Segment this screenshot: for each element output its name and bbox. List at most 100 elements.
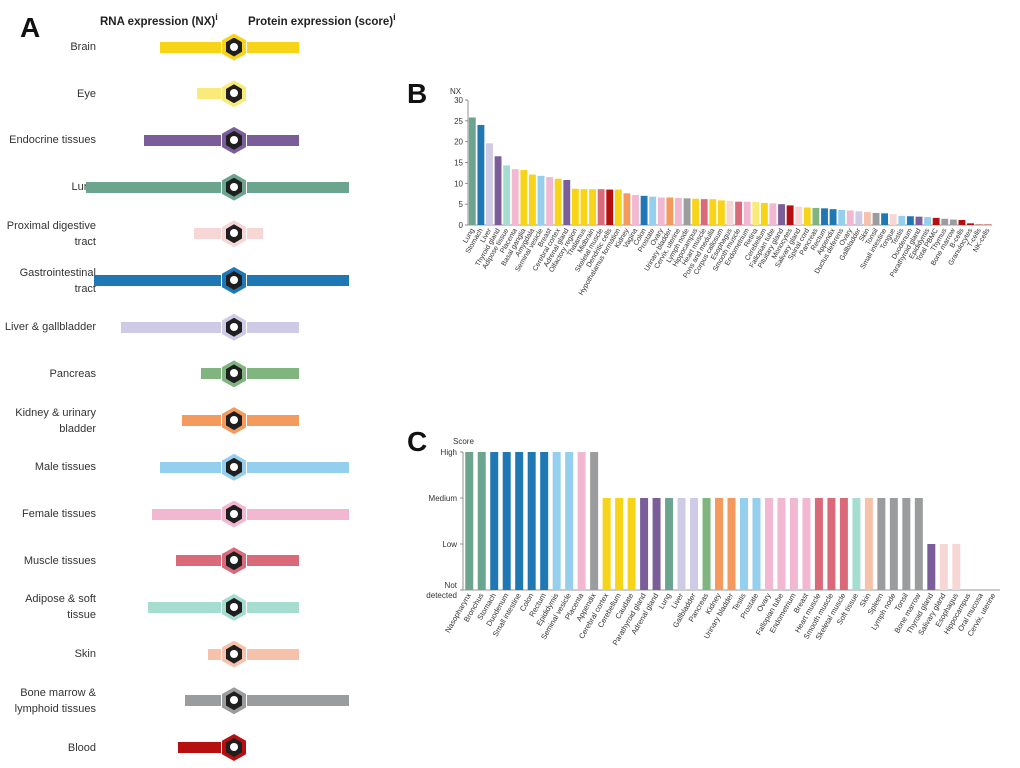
nx-bar[interactable]	[958, 220, 966, 225]
score-bar[interactable]	[827, 498, 836, 590]
score-bar[interactable]	[527, 452, 536, 590]
score-bar[interactable]	[565, 452, 574, 590]
nx-bar[interactable]	[769, 203, 777, 225]
nx-bar[interactable]	[829, 209, 837, 225]
info-icon[interactable]: i	[393, 12, 396, 22]
nx-bar[interactable]	[520, 170, 528, 225]
nx-bar[interactable]	[614, 189, 622, 225]
rna-expression-bar[interactable]	[94, 275, 221, 286]
rna-expression-bar[interactable]	[121, 321, 221, 333]
tissue-group-icon[interactable]	[222, 80, 246, 108]
score-bar[interactable]	[715, 498, 724, 590]
tissue-group-icon[interactable]	[222, 687, 246, 715]
nx-bar[interactable]	[683, 198, 691, 225]
nx-bar[interactable]	[563, 180, 571, 225]
nx-bar[interactable]	[795, 206, 803, 225]
score-bar[interactable]	[839, 498, 848, 590]
nx-bar[interactable]	[494, 156, 502, 225]
nx-bar[interactable]	[752, 202, 760, 225]
nx-bar[interactable]	[700, 199, 708, 225]
nx-bar[interactable]	[932, 217, 940, 225]
tissue-label[interactable]: Muscle tissues	[23, 554, 96, 567]
rna-expression-bar[interactable]	[152, 508, 221, 520]
protein-expression-bar[interactable]	[247, 648, 299, 660]
tissue-label[interactable]: Bone marrow & lymphoid tissues	[14, 686, 96, 715]
nx-bar[interactable]	[528, 174, 536, 225]
nx-bar[interactable]	[503, 165, 511, 225]
score-bar[interactable]	[727, 498, 736, 590]
nx-bar[interactable]	[623, 193, 631, 225]
rna-expression-bar[interactable]	[194, 228, 221, 240]
tissue-label[interactable]: Brain	[70, 41, 96, 53]
score-bar[interactable]	[465, 452, 474, 590]
score-bar[interactable]	[627, 498, 636, 590]
score-bar[interactable]	[490, 452, 499, 590]
tissue-label[interactable]: Lung	[71, 181, 96, 194]
tissue-label[interactable]: Female tissues	[22, 508, 96, 520]
score-bar[interactable]	[502, 452, 511, 590]
protein-expression-bar[interactable]	[247, 321, 299, 333]
nx-bar[interactable]	[692, 198, 700, 225]
score-bar[interactable]	[590, 452, 599, 590]
nx-bar[interactable]	[666, 197, 674, 226]
nx-bar[interactable]	[709, 199, 717, 225]
score-bar[interactable]	[889, 498, 898, 590]
score-bar[interactable]	[615, 498, 624, 590]
tissue-label[interactable]: Male tissues	[34, 461, 96, 474]
rna-expression-bar[interactable]	[196, 88, 221, 100]
tissue-group-icon[interactable]	[222, 734, 246, 761]
nx-bar[interactable]	[924, 217, 932, 225]
tissue-label[interactable]: Adipose & soft tissue	[25, 593, 96, 622]
nx-bar[interactable]	[477, 125, 485, 225]
tissue-label[interactable]: Endocrine tissues	[9, 134, 96, 147]
score-bar[interactable]	[739, 498, 748, 590]
score-bar[interactable]	[677, 498, 686, 590]
rna-expression-bar[interactable]	[148, 601, 221, 613]
tissue-label[interactable]: Blood	[67, 741, 96, 754]
nx-bar[interactable]	[778, 204, 785, 225]
rna-expression-bar[interactable]	[184, 695, 221, 707]
tissue-group-icon[interactable]	[222, 547, 246, 575]
nx-bar[interactable]	[580, 189, 588, 225]
tissue-group-icon[interactable]	[222, 313, 246, 341]
nx-bar[interactable]	[511, 169, 519, 225]
score-bar[interactable]	[914, 498, 923, 590]
nx-bar[interactable]	[889, 214, 897, 225]
nx-bar[interactable]	[855, 211, 863, 225]
nx-bar[interactable]	[881, 213, 889, 225]
protein-expression-bar[interactable]	[247, 134, 299, 146]
nx-bar[interactable]	[735, 201, 743, 225]
score-bar[interactable]	[515, 452, 524, 590]
tissue-group-icon[interactable]	[222, 126, 246, 154]
protein-expression-bar[interactable]	[247, 695, 349, 707]
score-bar[interactable]	[952, 544, 961, 590]
rna-expression-bar[interactable]	[207, 648, 221, 660]
nx-bar[interactable]	[760, 202, 768, 225]
nx-bar[interactable]	[468, 117, 476, 226]
nx-bar[interactable]	[743, 201, 751, 225]
tissue-group-icon[interactable]	[222, 33, 246, 61]
nx-bar[interactable]	[571, 188, 579, 225]
nx-bar[interactable]	[821, 208, 828, 225]
score-bar[interactable]	[540, 452, 549, 590]
score-bar[interactable]	[864, 498, 873, 590]
nx-bar[interactable]	[898, 215, 906, 225]
score-bar[interactable]	[477, 452, 486, 590]
score-bar[interactable]	[939, 544, 948, 590]
score-bar[interactable]	[640, 498, 649, 590]
rna-expression-bar[interactable]	[176, 555, 221, 567]
score-bar[interactable]	[552, 452, 561, 590]
score-bar[interactable]	[777, 498, 786, 590]
nx-bar[interactable]	[941, 218, 949, 225]
nx-bar[interactable]	[640, 195, 648, 225]
score-bar[interactable]	[852, 498, 861, 590]
nx-bar[interactable]	[717, 200, 725, 225]
score-bar[interactable]	[702, 498, 711, 590]
protein-expression-bar[interactable]	[247, 41, 299, 53]
tissue-label[interactable]: Proximal digestive tract	[6, 219, 96, 248]
nx-bar[interactable]	[726, 200, 734, 225]
rna-expression-bar[interactable]	[160, 41, 221, 53]
protein-expression-bar[interactable]	[247, 601, 299, 613]
tissue-group-icon[interactable]	[222, 500, 246, 528]
nx-bar[interactable]	[554, 178, 562, 225]
